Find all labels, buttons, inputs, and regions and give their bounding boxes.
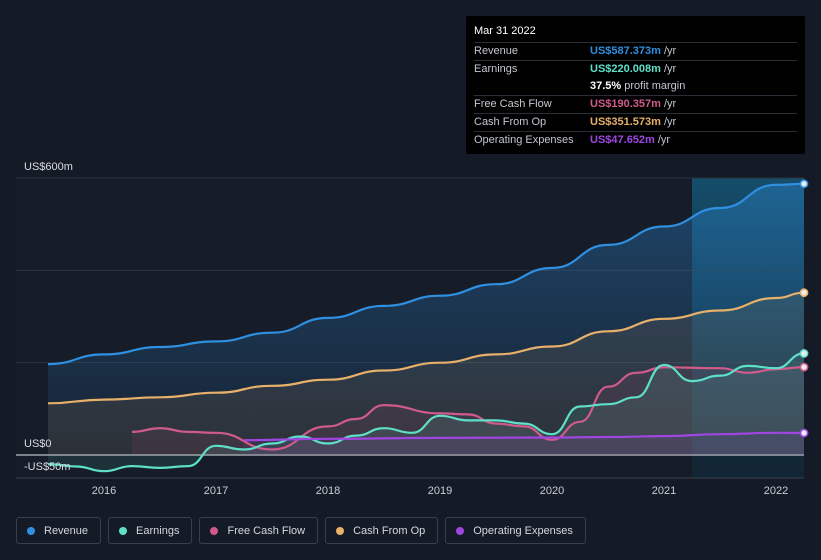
x-tick-label: 2018 [316,485,340,497]
tooltip-row-label: Operating Expenses [474,134,574,146]
revenue-area [48,183,804,456]
revenue-line [47,182,805,366]
tooltip-row: Revenue US$587.373m/yr [474,42,797,60]
y-label-bottom: -US$50m [24,461,70,473]
legend: Revenue Earnings Free Cash Flow Cash From O… [16,517,593,546]
free_cash_flow-area [132,367,804,455]
tooltip-row: Earnings US$220.008m/yr [474,60,797,78]
tooltip-row-unit: /yr [657,134,671,146]
legend-dot-icon [210,526,219,535]
x-tick-label: 2021 [652,485,676,497]
y-label-top: US$600m [24,161,73,173]
tooltip-row-label [474,78,590,95]
cash_from_op-line [47,291,805,405]
free_cash_flow-line [131,366,805,451]
tooltip-row-value: US$351.573m [590,116,661,128]
tooltip: Mar 31 2022 Revenue US$587.373m/yr Earning… [466,16,805,154]
operating_expenses-area [244,432,804,455]
cash_from_op-area [48,292,804,455]
tooltip-row-label: Earnings [474,63,518,75]
legend-dot-icon [27,526,35,535]
y-label-zero: US$0 [24,438,52,450]
earnings-line [47,352,805,473]
revenue-end-point [799,179,809,189]
tooltip-row: 37.5% profit margin [474,78,797,95]
tooltip-row-unit: /yr [663,45,677,57]
operating_expenses-end-point [799,428,809,438]
legend-item-revenue[interactable]: Revenue [16,517,102,544]
legend-label: Free Cash Flow [227,524,306,537]
tooltip-row-value: US$47.652m [590,134,655,146]
tooltip-row-unit: /yr [663,63,677,75]
legend-dot-icon [119,526,128,535]
legend-item-operating-expenses[interactable]: Operating Expenses [445,517,586,544]
legend-item-free-cash-flow[interactable]: Free Cash Flow [199,517,319,544]
legend-label: Operating Expenses [473,524,573,537]
x-tick-label: 2022 [764,485,788,497]
x-tick-label: 2017 [204,485,228,497]
legend-label: Earnings [136,524,180,537]
tooltip-row-value: US$220.008m [590,63,661,75]
tooltip-row-label: Free Cash Flow [474,98,552,110]
tooltip-row-unit: /yr [663,98,677,110]
tooltip-row-value: US$587.373m [590,45,661,57]
legend-label: Revenue [44,524,89,537]
tooltip-row-label: Revenue [474,45,519,57]
tooltip-row: Free Cash Flow US$190.357m/yr [474,95,797,113]
tooltip-row-value: US$190.357m [590,98,661,110]
earnings-area [48,353,804,472]
tooltip-row-unit: /yr [663,116,677,128]
tooltip-row-label: Cash From Op [474,116,547,128]
tooltip-row-unit: profit margin [624,80,686,92]
tooltip-date: Mar 31 2022 [474,25,536,37]
tooltip-row: Operating Expenses US$47.652m/yr [474,131,797,149]
legend-dot-icon [456,526,465,535]
tooltip-row-value: 37.5% [590,80,622,92]
legend-label: Cash From Op [353,524,426,537]
legend-item-earnings[interactable]: Earnings [108,517,193,544]
operating_expenses-line [243,431,805,442]
cash_from_op-end-point [799,288,809,298]
earnings-end-point [799,349,809,358]
free_cash_flow-end-point [799,362,809,372]
tooltip-row: Cash From Op US$351.573m/yr [474,113,797,131]
x-tick-label: 2020 [540,485,564,497]
x-tick-label: 2019 [428,485,452,497]
x-tick-label: 2016 [92,485,116,497]
legend-dot-icon [336,526,345,535]
legend-item-cash-from-op[interactable]: Cash From Op [325,517,439,544]
